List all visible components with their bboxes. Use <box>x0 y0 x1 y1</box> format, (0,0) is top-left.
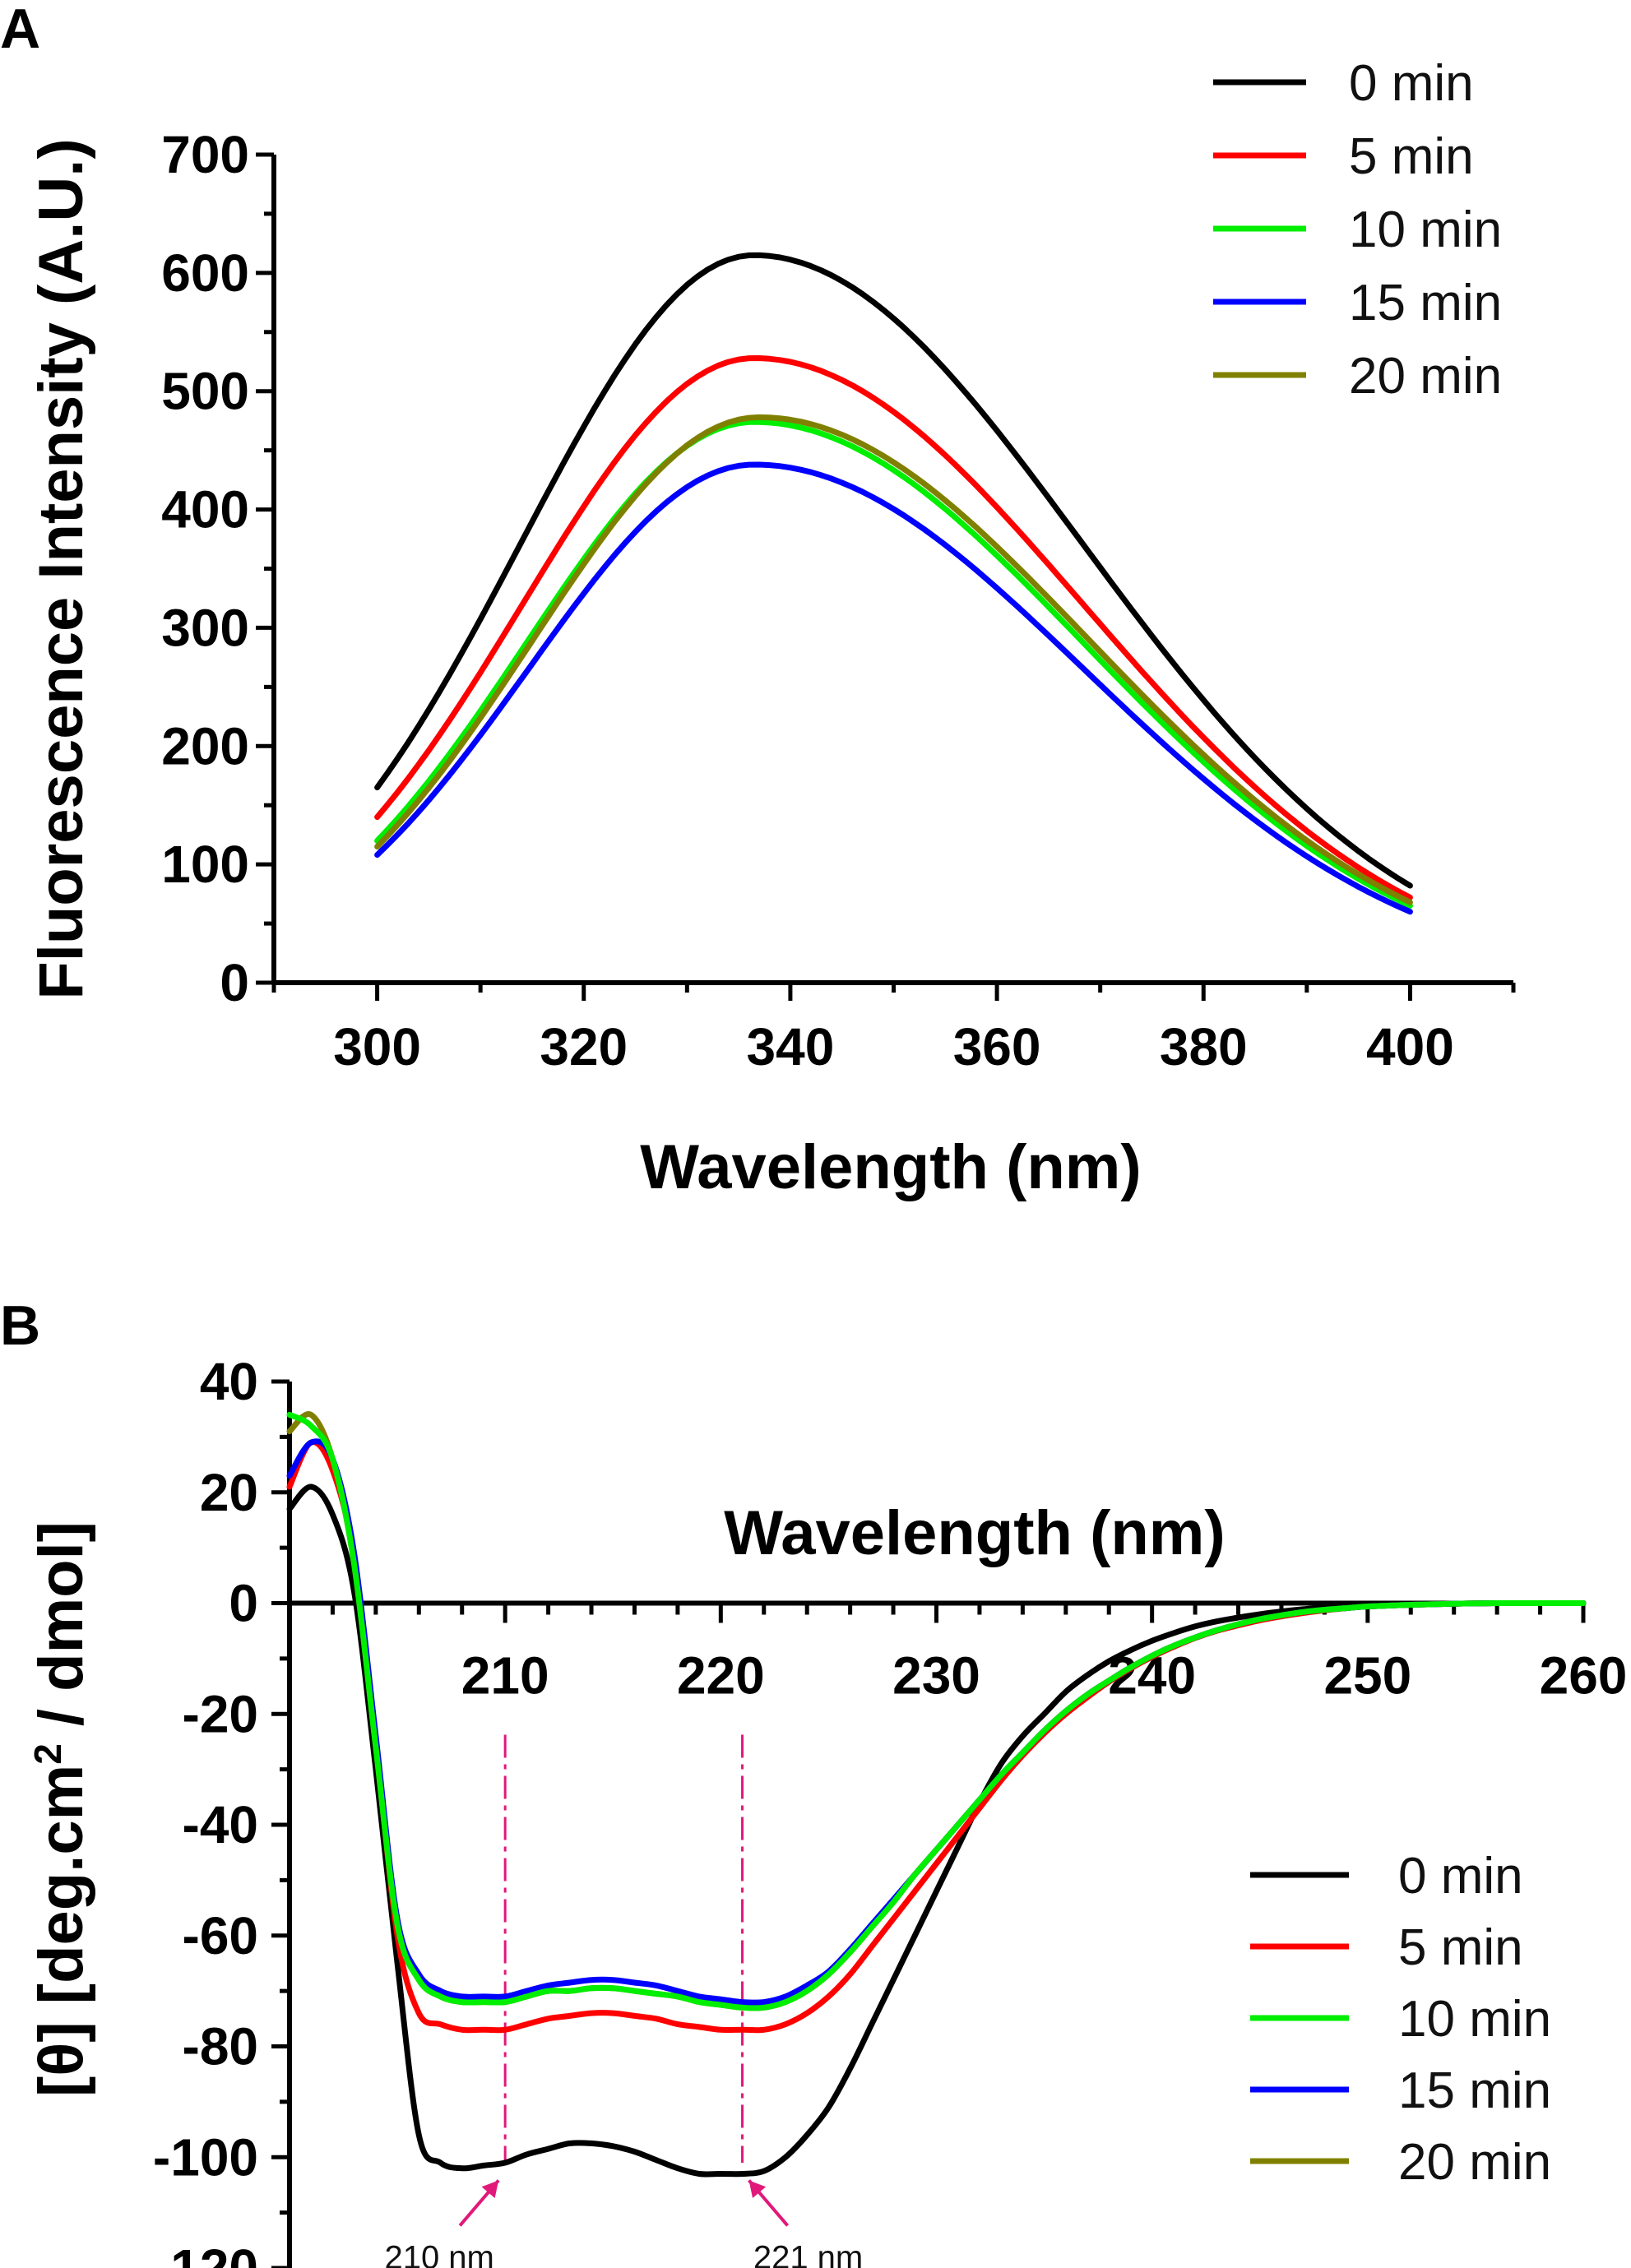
panel-b-y-title-post: / dmol] <box>26 1521 96 1743</box>
panel-a-x-tick-label: 300 <box>333 1017 421 1076</box>
panel-b-label: B <box>0 1294 40 1357</box>
panel-a-series-10-min <box>374 419 1413 909</box>
panel-b-legend-label-20-min: 20 min <box>1398 2134 1551 2191</box>
annotation-arrowhead-221-nm <box>748 2180 767 2198</box>
panel-a-y-tick-label: 700 <box>161 125 249 184</box>
panel-b-y-tick-label: -60 <box>183 1906 259 1965</box>
panel-a-y-tick-label: 200 <box>161 716 249 775</box>
panel-a-x-axis-title: Wavelength (nm) <box>640 1132 1141 1202</box>
panel-b-y-tick-label: -20 <box>183 1684 259 1743</box>
panel-b-series-10-min <box>286 1411 1587 2011</box>
panel-a-y-axis-title: Fluorescence Intensity (A.U.) <box>26 138 96 999</box>
panel-b-y-tick-label: -100 <box>153 2127 258 2187</box>
panel-a-series-15-min <box>374 461 1413 915</box>
panel-a-x-tick-label: 400 <box>1366 1017 1454 1076</box>
annotation-label-221-nm: 221 nm <box>753 2239 863 2268</box>
panel-b-y-title-pre: [θ] [deg.cm <box>26 1765 96 2097</box>
panel-b-legend-label-10-min: 10 min <box>1398 1991 1551 2048</box>
panel-b-annotations: 210 nm 221 nm <box>384 1734 863 2268</box>
panel-b-x-axis-title: Wavelength (nm) <box>724 1498 1225 1568</box>
panel-a-series-group <box>374 252 1413 915</box>
panel-a-y-tick-label: 100 <box>161 835 249 894</box>
panel-b-legend: 0 min 5 min 10 min 15 min 20 min <box>1250 1848 1551 2191</box>
panel-b-x-tick-label: 260 <box>1540 1646 1628 1706</box>
annotation-label-210-nm: 210 nm <box>384 2239 493 2268</box>
panel-b-x-tick-label: 210 <box>461 1646 549 1706</box>
panel-a-ticks: 0 100 200 300 400 500 600 700 300 320 340 360 380 400 <box>161 125 1516 1076</box>
panel-a-x-tick-label: 360 <box>953 1017 1041 1076</box>
panel-b-y-tick-label: 40 <box>200 1352 258 1411</box>
panel-b-legend-label-0-min: 0 min <box>1398 1848 1523 1905</box>
panel-a-y-tick-label: 500 <box>161 362 249 421</box>
panel-a-legend-label-0-min: 0 min <box>1349 55 1474 112</box>
panel-b-x-tick-label: 230 <box>892 1646 980 1706</box>
panel-b-y-tick-label: -40 <box>183 1795 259 1854</box>
panel-a-legend-label-20-min: 20 min <box>1349 348 1502 405</box>
panel-a-legend: 0 min 5 min 10 min 15 min 20 min <box>1213 55 1502 405</box>
panel-a-legend-label-5-min: 5 min <box>1349 128 1474 185</box>
panel-a-y-tick-label: 400 <box>161 480 249 539</box>
panel-a: A 0 100 200 300 400 500 600 700 300 320 340 360 380 4… <box>0 0 1516 1202</box>
panel-b-y-tick-label: 0 <box>229 1574 258 1633</box>
panel-b-y-title-sup: 2 <box>26 1743 69 1765</box>
panel-a-x-tick-label: 380 <box>1160 1017 1248 1076</box>
panel-b-y-tick-label: 20 <box>200 1463 258 1522</box>
panel-a-series-20-min <box>374 414 1413 905</box>
panel-b-legend-label-15-min: 15 min <box>1398 2062 1551 2119</box>
panel-b-x-tick-label: 220 <box>677 1646 765 1706</box>
panel-a-y-tick-label: 300 <box>161 598 249 657</box>
panel-a-legend-label-10-min: 10 min <box>1349 201 1502 258</box>
panel-a-label: A <box>0 0 40 60</box>
annotation-arrowhead-210-nm <box>481 2180 499 2198</box>
panel-a-y-tick-label: 0 <box>220 953 249 1012</box>
panel-b-legend-label-5-min: 5 min <box>1398 1919 1523 1976</box>
panel-a-y-tick-label: 600 <box>161 243 249 303</box>
panel-a-x-tick-label: 320 <box>540 1017 628 1076</box>
panel-b-series-0-min <box>286 1483 1587 2178</box>
panel-b-y-tick-label: -120 <box>153 2238 258 2268</box>
panel-b-y-tick-label: -80 <box>183 2017 259 2076</box>
panel-b-x-tick-label: 250 <box>1323 1646 1411 1706</box>
panel-a-series-0-min <box>374 252 1413 889</box>
panel-a-series-5-min <box>374 355 1413 900</box>
panel-b-series-group <box>286 1411 1587 2178</box>
panel-b-y-axis-title: [θ] [deg.cm2 / dmol] <box>26 1521 96 2097</box>
panel-a-legend-label-15-min: 15 min <box>1349 275 1502 331</box>
panel-a-x-tick-label: 340 <box>747 1017 835 1076</box>
